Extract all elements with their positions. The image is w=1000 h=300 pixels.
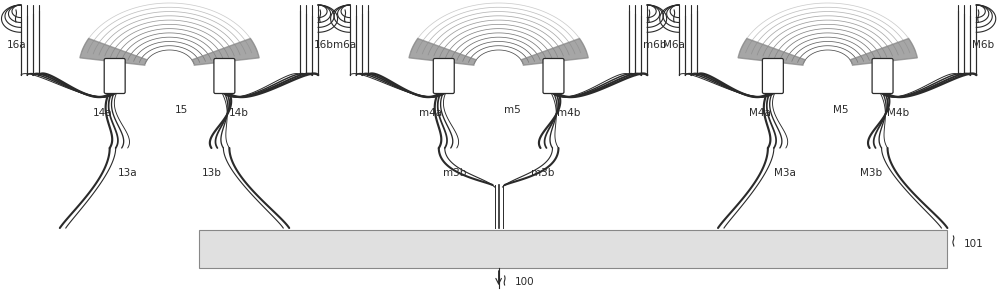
FancyBboxPatch shape [104, 58, 125, 94]
Polygon shape [738, 38, 805, 65]
Text: 14b: 14b [228, 108, 248, 118]
Text: M5: M5 [833, 105, 848, 115]
Text: m3b: m3b [531, 168, 554, 178]
Text: M3b: M3b [860, 168, 882, 178]
Polygon shape [409, 38, 476, 65]
Text: M6a: M6a [663, 40, 685, 50]
Text: M4b: M4b [887, 108, 909, 118]
FancyBboxPatch shape [762, 58, 783, 94]
FancyBboxPatch shape [543, 58, 564, 94]
Polygon shape [850, 38, 917, 65]
FancyBboxPatch shape [214, 58, 235, 94]
Bar [199, 230, 947, 268]
Text: M3a: M3a [774, 168, 796, 178]
Text: m4a: m4a [419, 108, 442, 118]
Polygon shape [521, 38, 588, 65]
Text: 100: 100 [515, 277, 534, 287]
Polygon shape [192, 38, 259, 65]
Text: m5: m5 [504, 105, 520, 115]
Text: 14a: 14a [93, 108, 113, 118]
Text: m6a: m6a [333, 40, 356, 50]
Text: 13b: 13b [201, 168, 221, 178]
FancyBboxPatch shape [433, 58, 454, 94]
Text: m4b: m4b [557, 108, 581, 118]
Text: 13a: 13a [118, 168, 138, 178]
Text: 16b: 16b [314, 40, 334, 50]
Text: 15: 15 [175, 105, 188, 115]
Text: 16a: 16a [7, 40, 27, 50]
Polygon shape [80, 38, 147, 65]
Text: M4a: M4a [749, 108, 771, 118]
Text: M6b: M6b [972, 40, 994, 50]
FancyBboxPatch shape [872, 58, 893, 94]
Text: 101: 101 [963, 239, 983, 249]
Text: m6b: m6b [643, 40, 667, 50]
Text: m3b: m3b [443, 168, 467, 178]
